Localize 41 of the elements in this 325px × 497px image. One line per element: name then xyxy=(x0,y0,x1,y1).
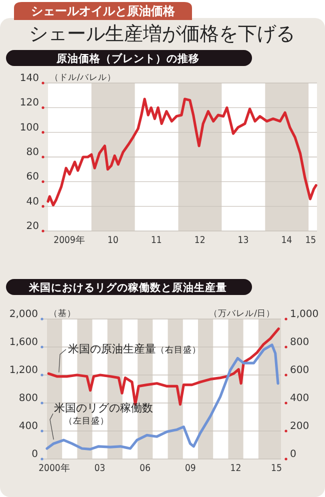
x-tick-label: 2000年 xyxy=(38,462,70,474)
y-tick-label: 0 xyxy=(32,449,38,460)
y-tick-label: 120 xyxy=(20,98,39,109)
y2-axis-title: （万バレル/日） xyxy=(209,309,275,319)
x-tick-label: 15 xyxy=(271,463,282,474)
y-tick-label: 40 xyxy=(26,196,39,208)
x-tick-label: 14 xyxy=(281,235,292,246)
y2-tick-label: 1,000 xyxy=(290,309,319,320)
x-tick-label: 12 xyxy=(194,235,206,246)
y-tick-label: 20 xyxy=(26,221,39,232)
y-tick-label: 1,200 xyxy=(9,365,38,376)
x-tick-label: 2009年 xyxy=(54,234,86,246)
chart-subtitle: 原油価格（ブレント）の推移 xyxy=(56,52,200,65)
x-tick-label: 10 xyxy=(108,235,118,246)
y-tick-label: 2,000 xyxy=(9,309,38,320)
y2-tick-label: 800 xyxy=(290,337,310,348)
y-tick-label: 60 xyxy=(26,172,39,183)
y2-tick-label: 200 xyxy=(290,421,310,432)
x-tick-label: 06 xyxy=(140,463,151,474)
y-tick-label: 1,600 xyxy=(9,337,38,348)
x-tick-label: 03 xyxy=(94,463,106,474)
y-tick-label: 400 xyxy=(18,421,38,432)
y-tick-label: 140 xyxy=(20,73,39,84)
chart-title: 米国におけるリグの稼働数と原油生産量 xyxy=(28,281,227,294)
y-axis-title: （基） xyxy=(49,308,76,319)
y-tick-label: 80 xyxy=(26,147,39,158)
x-tick-label: 12 xyxy=(230,463,242,474)
x-tick-label: 15 xyxy=(305,235,316,246)
chart-title: シェール生産増が価格を下げる xyxy=(29,23,295,45)
series-label: 米国のリグの稼働数（左目盛） xyxy=(54,402,153,427)
y-tick-label: 100 xyxy=(20,122,39,134)
y2-tick-label: 400 xyxy=(290,393,310,404)
y2-tick-label: 600 xyxy=(290,365,310,376)
x-tick-label: 11 xyxy=(150,235,162,246)
x-tick-label: 09 xyxy=(184,463,196,474)
y-tick-label: 800 xyxy=(18,393,38,404)
tab: シェールオイルと原油価格 xyxy=(14,2,192,20)
x-tick-label: 13 xyxy=(238,235,249,246)
series-label: 米国の原油生産量（右目盛） xyxy=(68,342,201,356)
y2-tick-label: 0 xyxy=(290,449,296,460)
y-axis-title: （ドル/バレル） xyxy=(50,73,116,83)
